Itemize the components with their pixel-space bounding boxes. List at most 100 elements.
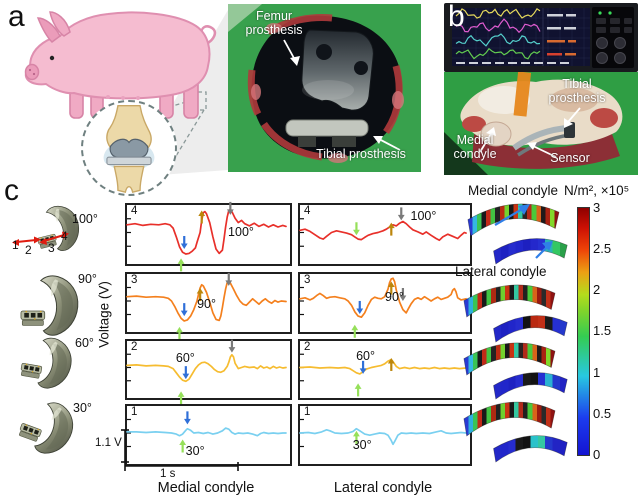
waveform-l2 (299, 353, 467, 397)
colorbar-tick: 3 (593, 200, 601, 215)
plot-number: 4 (131, 205, 138, 217)
waveform-m1 (126, 411, 287, 453)
panel-a-letter: a (8, 0, 25, 33)
pressure-surface-l90 (493, 315, 568, 343)
plot-angle-label: 100° (410, 208, 437, 223)
surface-lateral-90 (492, 314, 568, 343)
pressure-surface-l30 (493, 435, 568, 463)
gray-arrow-down (399, 288, 407, 301)
tibial-prosthesis-label-b: Tibial prosthesis (548, 77, 606, 105)
sensor-number-1: 1 (12, 238, 19, 252)
pressure-surface-m90 (463, 284, 556, 318)
plot-medial-100: 4 100° (125, 201, 292, 272)
trace-orange (299, 277, 467, 319)
surface-medial-90 (462, 283, 556, 318)
knee-joint-illustration (103, 104, 155, 193)
voltage-scale-bar (121, 429, 129, 463)
waveform-l4 (299, 207, 467, 247)
screen-status-row (456, 62, 569, 64)
tibial-prosthesis-metal (512, 125, 569, 151)
surface-medial-100 (466, 202, 560, 237)
screen-readouts (547, 14, 576, 56)
orange-band (513, 71, 532, 117)
sensor-photo-art (444, 71, 638, 175)
femur-prosthesis-photo: Femur prosthesis Tibial prosthesis (228, 4, 421, 172)
colorbar-tick: 2.5 (593, 241, 612, 256)
pig-illustration (24, 11, 217, 119)
colorbar-tick: 0.5 (593, 406, 612, 421)
blue-arrow-down (180, 236, 188, 249)
pig-ear (49, 11, 71, 37)
plot-angle-label: 60° (175, 351, 195, 366)
pig-snout (24, 63, 40, 81)
surface-medial-label: Medial condyle (468, 183, 559, 198)
flexion-angle-30: 30° (73, 401, 92, 415)
trace-cyan (126, 427, 287, 437)
component-hole (316, 44, 332, 60)
pressure-colorbar (577, 207, 590, 456)
nostril (32, 72, 36, 76)
green-arrow-up (176, 326, 183, 340)
gray-arrow-down (226, 201, 234, 215)
sensor-number-4: 4 (61, 229, 68, 243)
monitor-photo (444, 3, 638, 72)
pig-eye (49, 55, 55, 61)
pig-tail (200, 25, 217, 46)
waveform-l1 (299, 418, 467, 448)
surgery-photo-art (228, 4, 421, 172)
panel-b-letter: b (448, 0, 465, 33)
monitor-trace (455, 18, 541, 34)
lateral-column-label: Lateral condyle (333, 480, 433, 496)
tibia-bone (113, 165, 145, 193)
colorbar-tick: 2 (593, 282, 601, 297)
amber-arrow-up (387, 281, 395, 295)
plot-number: 1 (304, 406, 311, 418)
femur-prosthesis-label: Femur prosthesis (245, 9, 303, 37)
blue-arrow-down (182, 366, 190, 380)
pig-ear (36, 17, 61, 43)
annotation-arrows (283, 39, 401, 151)
surface-lateral-30 (492, 434, 568, 463)
plot-medial-60: 2 60° (125, 339, 292, 405)
gray-arrow-down (225, 272, 233, 286)
plot-angle-label: 60° (356, 348, 375, 363)
sensor-label-b: Sensor (550, 151, 590, 165)
pressure-surface-m60 (463, 342, 556, 376)
trace-red (299, 220, 467, 242)
annotation-arrows (479, 107, 581, 158)
surface-lateral-label: Lateral condyle (455, 264, 547, 279)
medial-condyle-label-b: Medial condyle (453, 133, 497, 161)
plot-medial-90: 3 90° (125, 272, 292, 340)
plot-angle-label: 30° (352, 438, 372, 453)
surface-lateral-60 (492, 371, 568, 400)
waveform-m4 (126, 201, 287, 272)
tibial-detail (332, 136, 356, 147)
plot-lateral-100: 4 100° (298, 203, 472, 266)
green-arrow-up (177, 258, 185, 272)
plot-number: 2 (304, 341, 311, 353)
monitor-trace (455, 47, 541, 60)
prosthesis-render-60 (18, 336, 76, 392)
voltage-axis-label: Voltage (V) (96, 281, 112, 348)
tibial-prosthesis-label: Tibial prosthesis (316, 147, 406, 161)
trace-yellow (126, 353, 287, 383)
surface-pointer-arrows (494, 204, 553, 259)
monitor-trace (455, 33, 541, 47)
plot-angle-label: 30° (185, 444, 205, 459)
waveform-m2 (126, 339, 287, 405)
colorbar-tick: 1 (593, 365, 601, 380)
sensor-number-3: 3 (48, 241, 55, 255)
plot-angle-label: 100° (228, 225, 254, 240)
blood-patch (462, 116, 486, 132)
pig-teats (106, 95, 140, 100)
amber-arrow-up (387, 357, 395, 371)
tissue-patch (550, 88, 598, 112)
plot-lateral-30: 1 30° (298, 404, 472, 466)
blood-patch (590, 108, 618, 128)
red-arrow (12, 231, 69, 246)
time-scale-bar (124, 462, 239, 471)
pressure-surface-m100 (467, 203, 560, 237)
colorbar-title: N/m², ×10⁵ (564, 183, 630, 198)
green-arrow-down (353, 222, 360, 236)
trace-cyan (299, 427, 467, 446)
